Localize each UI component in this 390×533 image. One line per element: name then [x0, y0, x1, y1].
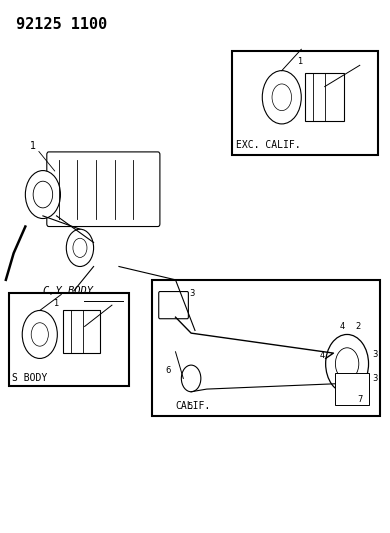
Bar	[63, 310, 100, 353]
Text: 2: 2	[355, 322, 360, 331]
Bar	[232, 51, 378, 155]
Circle shape	[66, 229, 94, 266]
FancyBboxPatch shape	[159, 292, 188, 319]
Text: 92125 1100: 92125 1100	[16, 17, 107, 32]
Text: C,Y BODY: C,Y BODY	[43, 286, 93, 296]
Text: 3: 3	[189, 289, 195, 298]
Circle shape	[31, 322, 48, 346]
Circle shape	[33, 181, 53, 208]
Circle shape	[335, 348, 359, 379]
Text: 1: 1	[297, 57, 303, 66]
Circle shape	[22, 310, 57, 358]
Circle shape	[272, 84, 291, 110]
Text: 1: 1	[30, 141, 36, 151]
Text: S BODY: S BODY	[12, 373, 48, 383]
Circle shape	[73, 238, 87, 257]
FancyBboxPatch shape	[47, 152, 160, 227]
Circle shape	[25, 171, 60, 219]
Bar	[9, 293, 129, 386]
Text: 3: 3	[372, 350, 378, 359]
Text: 3: 3	[372, 374, 378, 383]
Circle shape	[181, 365, 201, 392]
Circle shape	[326, 335, 369, 393]
Bar	[152, 280, 380, 416]
Text: 6: 6	[166, 366, 171, 375]
Text: 1: 1	[53, 300, 58, 309]
Text: 4: 4	[339, 322, 344, 331]
Text: 7: 7	[357, 395, 362, 405]
Bar	[335, 373, 369, 405]
Text: CALIF.: CALIF.	[176, 401, 211, 411]
Text: 5: 5	[187, 402, 192, 411]
Circle shape	[96, 298, 111, 320]
Bar	[305, 74, 344, 122]
Text: EXC. CALIF.: EXC. CALIF.	[236, 140, 301, 150]
Circle shape	[262, 70, 301, 124]
Text: 4: 4	[320, 351, 325, 360]
